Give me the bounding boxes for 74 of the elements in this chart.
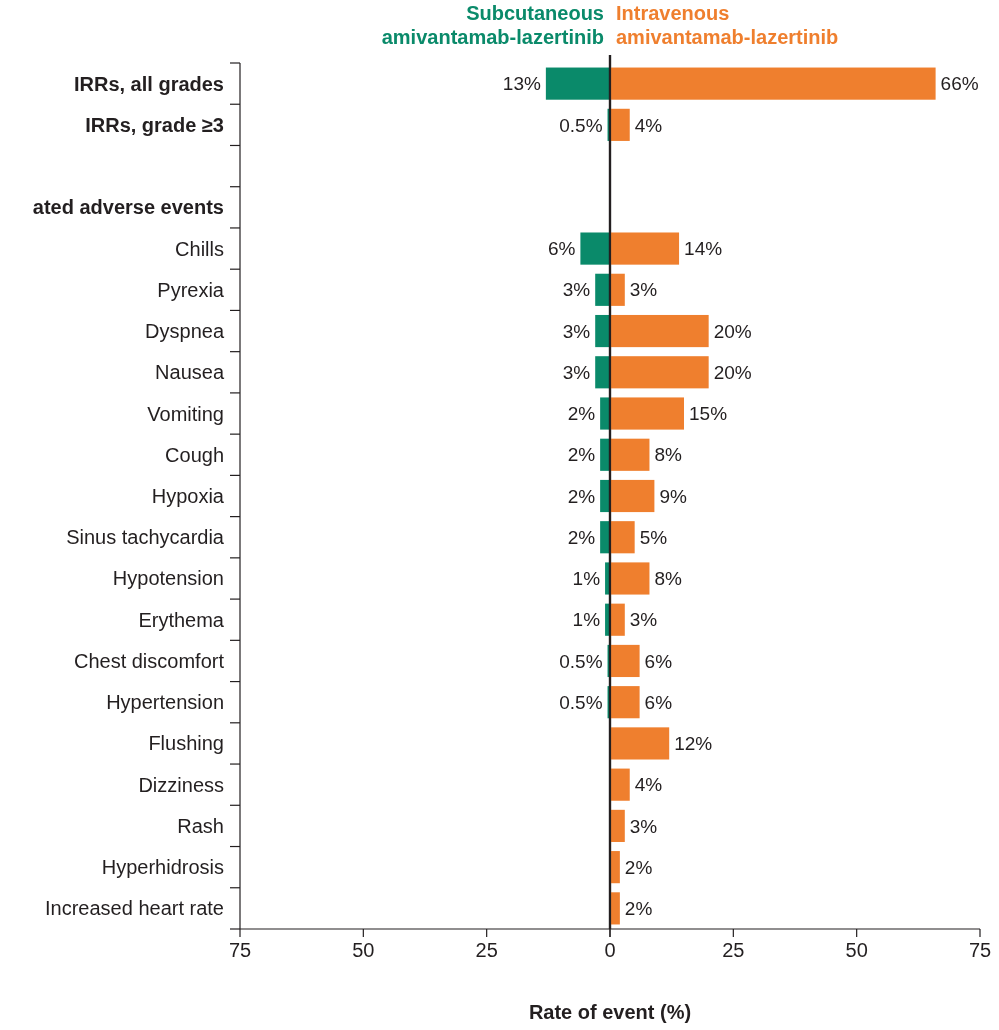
- data-label: 2%: [567, 403, 596, 425]
- bar: [600, 479, 610, 513]
- bar: [610, 809, 625, 842]
- x-tick-label: 75: [968, 939, 992, 961]
- y-tick-label: Vomiting: [147, 402, 224, 425]
- y-tick-label: Hypoxia: [151, 485, 225, 507]
- data-label: 1%: [572, 568, 601, 590]
- bar: [600, 438, 610, 471]
- data-label: 3%: [562, 361, 591, 383]
- x-tick-label: 25: [475, 939, 498, 961]
- data-label: 5%: [639, 526, 668, 548]
- y-tick-label: ated adverse events: [32, 196, 224, 219]
- series-label: Subcutaneous amivantamab-lazertinib: [381, 2, 604, 48]
- y-tick-label: Dizziness: [138, 773, 224, 796]
- bar: [610, 727, 670, 760]
- data-label: 3%: [629, 279, 658, 301]
- y-tick-label: Flushing: [148, 732, 224, 755]
- y-tick-label: Nausea: [155, 361, 225, 384]
- data-label: 2%: [624, 898, 653, 920]
- bar: [545, 67, 610, 100]
- y-tick-label: Increased heart rate: [45, 897, 224, 920]
- data-label: 8%: [654, 444, 683, 466]
- x-axis-title: Rate of event (%): [528, 1001, 692, 1023]
- x-tick-label: 50: [845, 939, 868, 961]
- y-tick-label: Hypotension: [112, 567, 224, 590]
- y-tick-label: IRRs, grade ≥3: [85, 113, 224, 136]
- y-tick-label: Chills: [175, 237, 224, 260]
- data-label: 3%: [562, 279, 591, 301]
- data-label: 20%: [713, 320, 752, 342]
- data-label: 3%: [562, 320, 591, 342]
- data-label: 3%: [629, 609, 658, 631]
- data-label: 66%: [940, 73, 979, 95]
- y-tick-label: Hyperhidrosis: [101, 856, 224, 879]
- series-label: Intravenous amivantamab-lazertinib: [616, 2, 839, 48]
- data-label: 14%: [684, 238, 723, 260]
- x-tick-label: 50: [352, 939, 375, 961]
- data-label: 0.5%: [559, 691, 603, 713]
- bar: [610, 851, 620, 884]
- data-label: 0.5%: [559, 650, 603, 672]
- y-tick-label: Rash: [177, 814, 224, 837]
- y-tick-label: IRRs, all grades: [73, 72, 224, 95]
- data-label: 13%: [502, 73, 541, 95]
- data-label: 12%: [674, 733, 713, 755]
- y-tick-label: Chest discomfort: [73, 649, 225, 672]
- x-tick-label: 0: [604, 939, 616, 961]
- y-tick-label: Pyrexia: [157, 278, 225, 301]
- bar: [600, 397, 610, 430]
- y-tick-label: Cough: [165, 443, 224, 466]
- data-label: 15%: [689, 403, 728, 425]
- data-label: 2%: [567, 485, 596, 507]
- y-tick-label: Dyspnea: [145, 320, 225, 343]
- bar: [595, 356, 610, 389]
- y-tick-label: Erythema: [138, 608, 225, 631]
- x-tick-label: 25: [722, 939, 745, 961]
- y-tick-label: Hypertension: [106, 691, 224, 714]
- data-label: 2%: [567, 444, 596, 466]
- data-label: 20%: [713, 361, 752, 383]
- data-label: 6%: [547, 238, 576, 260]
- data-label: 2%: [624, 856, 653, 878]
- data-label: 8%: [654, 568, 683, 590]
- data-label: 6%: [644, 650, 673, 672]
- data-label: 9%: [659, 485, 687, 507]
- data-label: 4%: [634, 114, 663, 136]
- y-tick-label: Sinus tachycardia: [66, 526, 225, 549]
- bar: [610, 768, 630, 801]
- data-label: 0.5%: [559, 114, 603, 136]
- data-label: 6%: [644, 691, 673, 713]
- x-tick-label: 75: [228, 939, 252, 961]
- bar: [610, 892, 620, 925]
- bar: [595, 314, 610, 348]
- data-label: 3%: [629, 815, 658, 837]
- data-label: 2%: [567, 526, 596, 548]
- data-label: 1%: [572, 609, 601, 631]
- data-label: 4%: [634, 774, 663, 796]
